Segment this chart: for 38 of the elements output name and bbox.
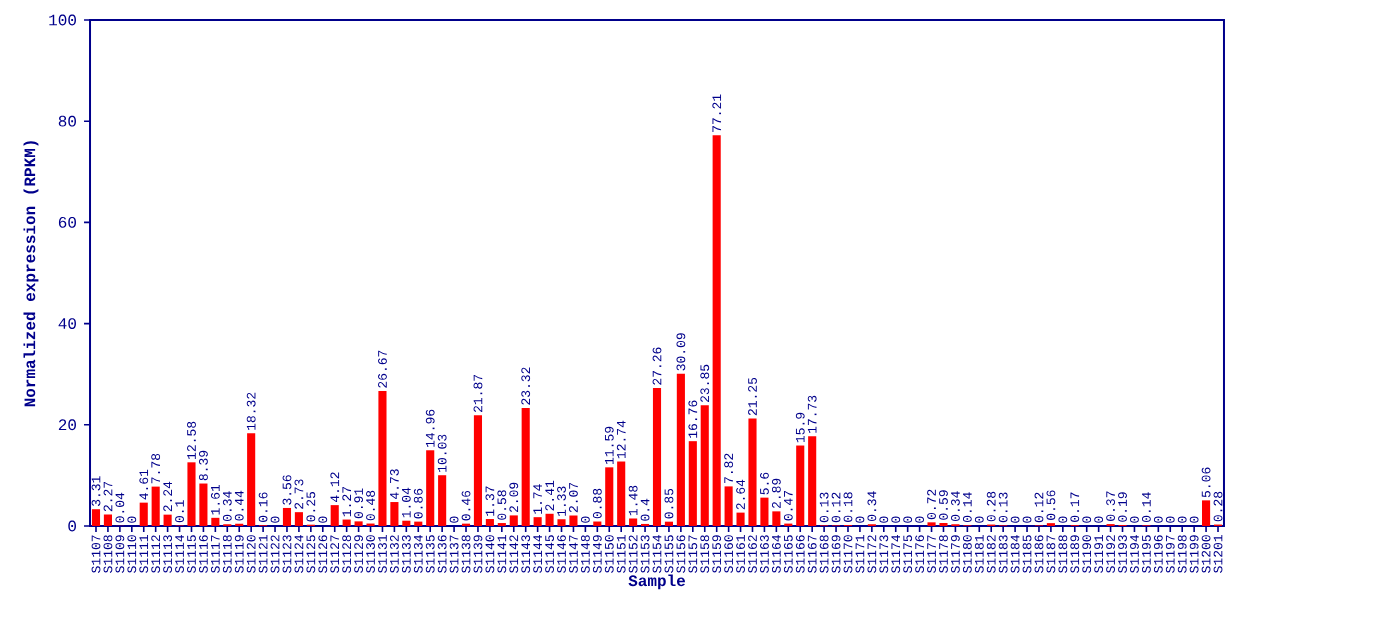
y-tick-label: 60 (58, 216, 76, 228)
bar (652, 388, 662, 526)
bar (712, 135, 721, 526)
bar (617, 461, 626, 526)
y-tick-label: 20 (58, 419, 76, 431)
bar (688, 441, 697, 526)
bar (796, 445, 805, 526)
bar (247, 433, 256, 526)
y-tick-label: 80 (58, 115, 76, 127)
bar (808, 436, 817, 526)
bar (282, 507, 292, 526)
bar (485, 519, 494, 526)
bar (426, 450, 435, 526)
bar (151, 486, 160, 526)
bar (103, 514, 112, 526)
bar (533, 517, 542, 526)
bar (402, 520, 411, 526)
bar (139, 502, 148, 526)
bar (438, 475, 447, 526)
bar (342, 519, 351, 526)
y-axis-title: Normalized expression (RPKM) (23, 141, 39, 407)
y-tick-label: 0 (68, 520, 76, 532)
bar (330, 505, 339, 526)
bar (772, 511, 781, 526)
bar (509, 515, 518, 526)
y-tick-label: 40 (58, 318, 76, 330)
bar (473, 415, 483, 526)
y-tick-label: 100 (49, 14, 76, 26)
bar (676, 373, 685, 526)
bar (294, 512, 303, 526)
bar (629, 518, 638, 526)
bar (211, 517, 220, 526)
bar (91, 509, 101, 526)
bar (700, 405, 709, 526)
bar (521, 407, 530, 526)
bar (605, 467, 614, 526)
bar (1202, 500, 1211, 526)
x-axis-title: Sample (628, 574, 686, 590)
